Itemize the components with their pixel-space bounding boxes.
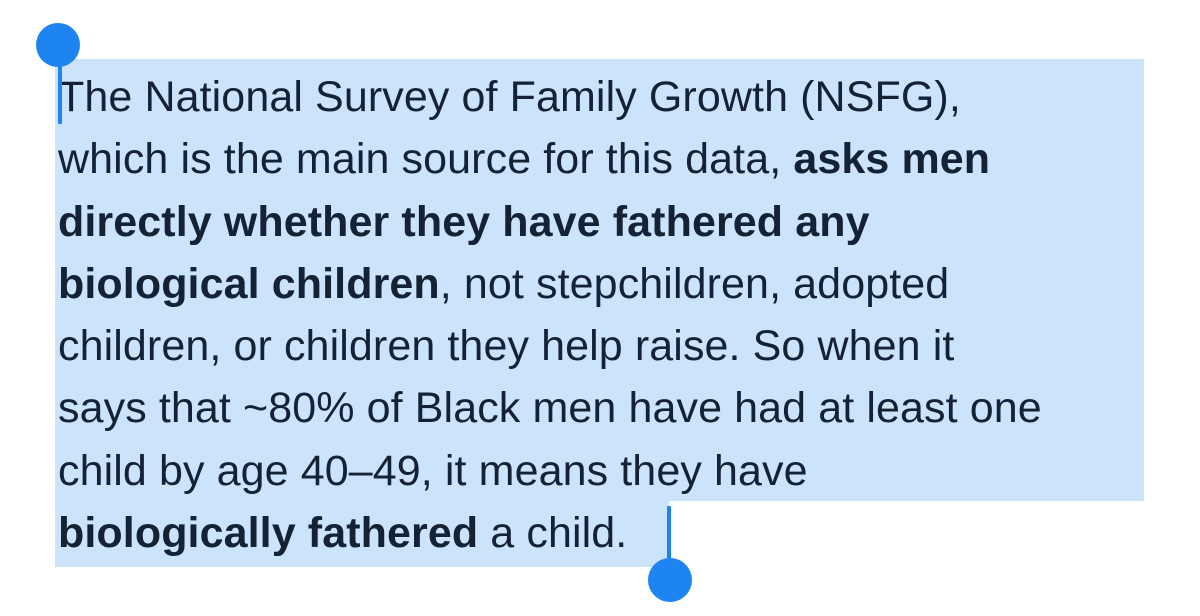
text-line: biological children, not stepchildren, a… — [58, 253, 1188, 315]
selection-end-caret[interactable] — [667, 506, 671, 566]
selection-highlight-last-line — [55, 501, 669, 567]
selection-start-caret[interactable] — [58, 64, 62, 124]
bold-text-run: directly whether they have fathered any — [58, 197, 870, 246]
text-run: child by age 40–49, it means they have — [58, 446, 808, 495]
selected-paragraph[interactable]: The National Survey of Family Growth (NS… — [58, 66, 1188, 564]
text-line: children, or children they help raise. S… — [58, 315, 1188, 377]
text-run: , not stepchildren, adopted — [439, 259, 950, 308]
selection-highlight — [55, 59, 1144, 501]
text-line: which is the main source for this data, … — [58, 128, 1188, 190]
text-line: child by age 40–49, it means they have — [58, 440, 1188, 502]
text-line: The National Survey of Family Growth (NS… — [58, 66, 1188, 128]
selection-start-handle[interactable] — [36, 23, 80, 67]
text-run: which is the main source for this data, — [58, 135, 794, 184]
text-line: directly whether they have fathered any — [58, 191, 1188, 253]
text-run: The National Survey of Family Growth (NS… — [58, 73, 961, 121]
bold-text-run: biological children — [58, 259, 440, 308]
text-run: a child. — [478, 509, 628, 558]
bold-text-run: asks men — [793, 135, 991, 184]
bold-text-run: biologically fathered — [58, 509, 479, 558]
text-line: biologically fathered a child. — [58, 502, 1188, 564]
text-run: says that ~80% of Black men have had at … — [58, 384, 1042, 433]
text-run: children, or children they help raise. S… — [58, 322, 955, 371]
selection-end-handle[interactable] — [648, 558, 692, 602]
text-line: says that ~80% of Black men have had at … — [58, 377, 1188, 439]
